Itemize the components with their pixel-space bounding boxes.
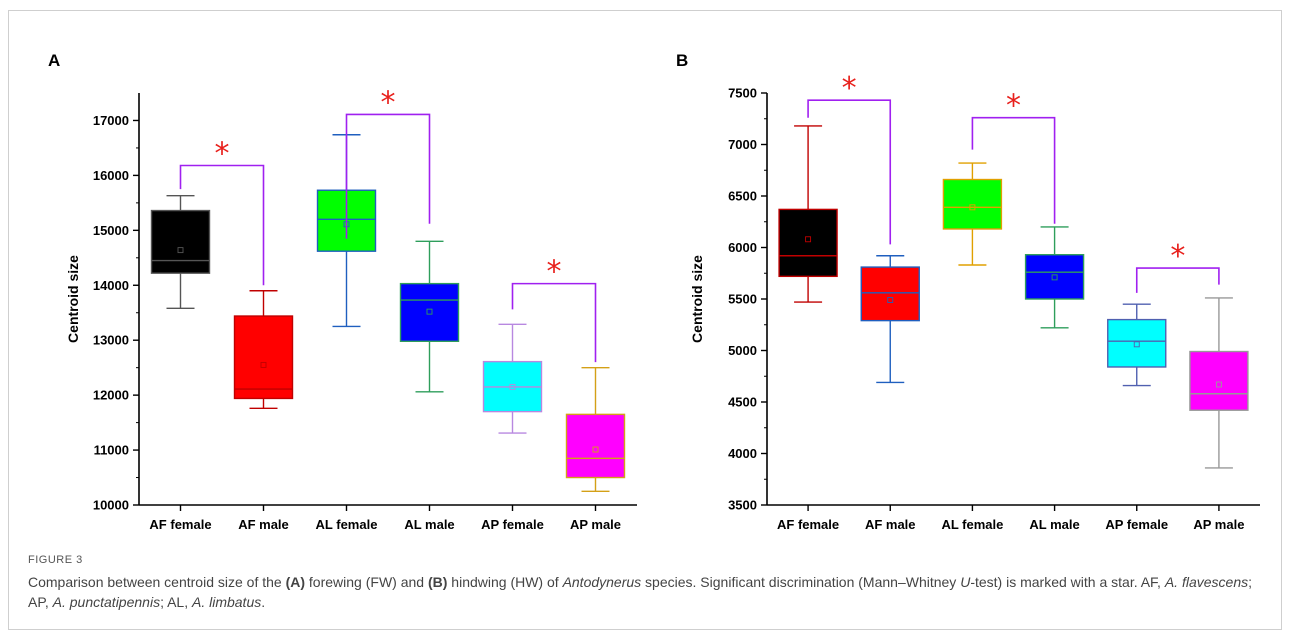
x-tick-label: AL male <box>1029 517 1079 532</box>
box-al-male <box>1024 226 1085 329</box>
mean-marker <box>1133 341 1140 348</box>
x-tick-label: AP male <box>1193 517 1244 532</box>
box-ap-male <box>565 366 626 492</box>
box-iqr <box>860 266 920 322</box>
box-ap-male <box>1189 297 1249 469</box>
significance-bracket: * <box>807 71 892 245</box>
y-tick-label: 12000 <box>93 388 129 403</box>
x-tick-label: AL female <box>316 517 378 532</box>
x-tick-label: AF female <box>777 517 839 532</box>
y-tick-label: 15000 <box>93 223 129 238</box>
box-ap-female <box>482 323 543 434</box>
significance-star: * <box>842 71 857 106</box>
mean-marker <box>426 308 433 315</box>
bracket-line <box>1135 267 1220 293</box>
mean-marker <box>887 297 894 303</box>
bracket-line <box>971 116 1056 224</box>
bracket-line <box>807 99 892 245</box>
y-tick-label: 14000 <box>93 278 129 293</box>
significance-bracket: * <box>1135 239 1220 293</box>
x-tick-label: AF female <box>149 517 211 532</box>
significance-bracket: * <box>971 89 1056 224</box>
mean-marker <box>969 204 976 211</box>
box-ap-female <box>1107 303 1167 387</box>
panel-b: 3500 4000 4500 5000 5500 6000 6500 7000 7500 Cent… <box>689 71 1260 532</box>
y-tick-label: 7000 <box>728 137 757 152</box>
box-af-male <box>233 290 294 410</box>
mean-marker <box>509 383 516 390</box>
box-iqr <box>1189 350 1249 411</box>
significance-star: * <box>547 255 562 290</box>
panel-label-a: A <box>48 51 61 70</box>
y-axis-title: Centroid size <box>65 255 81 343</box>
significance-star: * <box>1170 239 1185 274</box>
x-tick-label: AL female <box>941 517 1003 532</box>
significance-star: * <box>215 137 230 172</box>
panel-a: 10000 11000 12000 13000 14000 15000 16000 17000… <box>65 85 637 532</box>
x-tick-label: AF male <box>238 517 289 532</box>
box-af-female <box>150 195 211 310</box>
y-tick-label: 13000 <box>93 333 129 348</box>
box-iqr <box>565 413 626 479</box>
box-iqr <box>778 208 838 278</box>
box-iqr <box>1107 318 1167 368</box>
bracket-line <box>345 113 431 239</box>
box-iqr <box>233 315 294 400</box>
mean-marker <box>1051 274 1058 281</box>
figure-label: FIGURE 3 <box>28 554 83 566</box>
mean-marker <box>592 446 599 453</box>
y-tick-label: 3500 <box>728 498 757 513</box>
y-tick-label: 6000 <box>728 240 757 255</box>
y-axis-title: Centroid size <box>689 255 705 343</box>
bracket-line <box>511 282 597 363</box>
y-tick-label: 4500 <box>728 395 757 410</box>
bracket-line <box>179 164 265 286</box>
y-tick-label: 4000 <box>728 446 757 461</box>
y-tick-label: 16000 <box>93 168 129 183</box>
panel-label-b: B <box>676 51 689 70</box>
y-tick-label: 6500 <box>728 189 757 204</box>
significance-bracket: * <box>511 255 597 363</box>
figure-charts: 10000 11000 12000 13000 14000 15000 16000 17000… <box>65 71 1260 532</box>
x-tick-label: AP female <box>481 517 544 532</box>
box-al-female <box>942 162 1003 266</box>
box-al-male <box>399 240 460 393</box>
box-iqr <box>942 178 1003 230</box>
significance-star: * <box>1006 89 1021 124</box>
mean-marker <box>1215 381 1222 388</box>
box-af-female <box>778 125 838 303</box>
x-tick-label: AF male <box>865 517 916 532</box>
box-af-male <box>860 255 920 384</box>
mean-marker <box>260 361 267 368</box>
significance-bracket: * <box>179 137 265 286</box>
figure-frame <box>8 10 1282 630</box>
figure-caption: Comparison between centroid size of the … <box>28 574 1252 610</box>
y-tick-label: 5500 <box>728 292 757 307</box>
box-iqr <box>399 282 460 342</box>
y-tick-label: 17000 <box>93 113 129 128</box>
y-tick-label: 10000 <box>93 498 129 513</box>
x-tick-label: AL male <box>404 517 454 532</box>
x-tick-label: AP male <box>570 517 621 532</box>
box-iqr <box>150 209 211 274</box>
mean-marker <box>177 247 184 254</box>
mean-marker <box>805 236 812 243</box>
y-tick-label: 7500 <box>728 86 757 101</box>
y-tick-label: 5000 <box>728 343 757 358</box>
y-tick-label: 11000 <box>94 443 129 458</box>
box-iqr <box>1024 254 1085 300</box>
significance-bracket: * <box>345 85 431 239</box>
x-tick-label: AP female <box>1105 517 1168 532</box>
significance-star: * <box>381 85 396 120</box>
